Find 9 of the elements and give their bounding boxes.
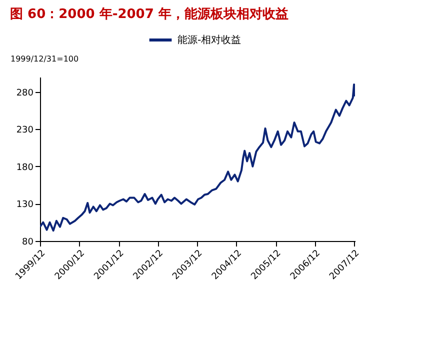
y-tick-label: 80 — [22, 238, 34, 248]
y-tick-label: 280 — [16, 88, 34, 98]
y-tick-label: 180 — [16, 162, 34, 173]
legend-label: 能源-相对收益 — [178, 34, 242, 46]
chart-title: 图 60：2000 年-2007 年，能源板块相对收益 — [10, 6, 288, 22]
y-axis-title: 1999/12/31=100 — [10, 54, 79, 64]
y-tick-label: 230 — [16, 126, 34, 136]
line-series — [40, 83, 355, 232]
y-tick-label: 130 — [16, 200, 34, 210]
